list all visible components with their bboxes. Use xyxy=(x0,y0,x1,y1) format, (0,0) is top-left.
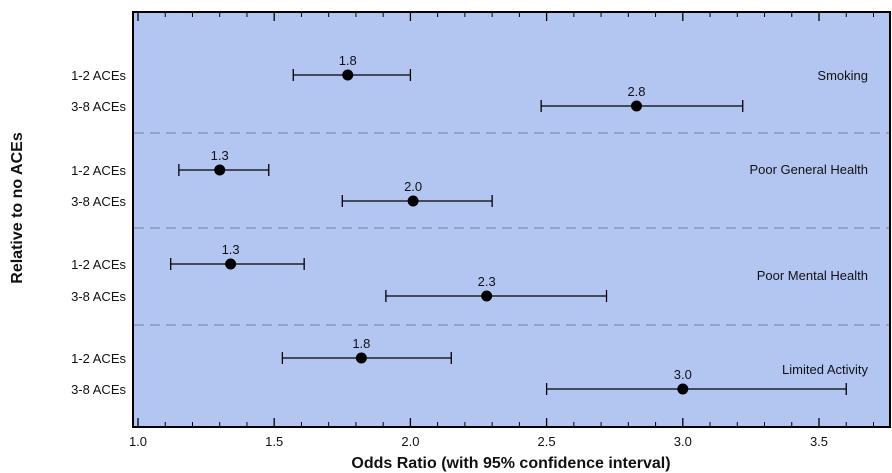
odds-ratio-value-label: 2.3 xyxy=(478,274,496,289)
row-category-label: 1-2 ACEs xyxy=(71,68,126,83)
group-label: Poor Mental Health xyxy=(757,268,868,283)
odds-ratio-value-label: 3.0 xyxy=(674,367,692,382)
x-tick-label: 2.5 xyxy=(538,434,556,449)
group-label: Limited Activity xyxy=(782,362,868,377)
odds-ratio-point xyxy=(630,100,642,112)
x-tick-label: 3.5 xyxy=(810,434,828,449)
odds-ratio-value-label: 1.3 xyxy=(211,148,229,163)
odds-ratio-point xyxy=(407,195,419,207)
row-category-label: 1-2 ACEs xyxy=(71,163,126,178)
group-labels: Smoking Poor General Health Poor Mental He… xyxy=(749,68,868,377)
odds-ratio-point xyxy=(342,69,354,81)
x-axis-title: Odds Ratio (with 95% confidence interval… xyxy=(351,455,670,472)
odds-ratio-point xyxy=(225,258,237,270)
group-label: Smoking xyxy=(817,68,868,83)
odds-ratio-value-label: 2.8 xyxy=(627,84,645,99)
x-tick-label: 1.0 xyxy=(129,434,147,449)
data-rows: 1-2 ACEs 1.8 3-8 ACEs 2.8 1-2 ACEs 1.3 3-8 ACE… xyxy=(71,53,847,397)
row-category-label: 3-8 ACEs xyxy=(71,194,126,209)
top-axis-ticks xyxy=(137,12,874,21)
odds-ratio-point xyxy=(677,383,689,395)
odds-ratio-value-label: 2.0 xyxy=(404,179,422,194)
odds-ratio-value-label: 1.8 xyxy=(339,53,357,68)
row-category-label: 3-8 ACEs xyxy=(71,99,126,114)
x-axis: 1.0 1.5 2.0 2.5 3.0 3.5 xyxy=(129,418,874,449)
row-category-label: 3-8 ACEs xyxy=(71,382,126,397)
odds-ratio-value-label: 1.3 xyxy=(222,242,240,257)
x-tick-label: 2.0 xyxy=(401,434,419,449)
odds-ratio-value-label: 1.8 xyxy=(352,336,370,351)
group-label: Poor General Health xyxy=(749,162,868,177)
x-tick-label: 1.5 xyxy=(265,434,283,449)
odds-ratio-point xyxy=(481,290,493,302)
x-tick-label: 3.0 xyxy=(674,434,692,449)
row-category-label: 1-2 ACEs xyxy=(71,351,126,366)
group-separators xyxy=(134,132,889,326)
row-category-label: 1-2 ACEs xyxy=(71,257,126,272)
y-axis-title: Relative to no ACEs xyxy=(9,132,26,284)
odds-ratio-point xyxy=(214,164,226,176)
row-category-label: 3-8 ACEs xyxy=(71,289,126,304)
plot-background xyxy=(132,11,891,428)
odds-ratio-point xyxy=(355,352,367,364)
